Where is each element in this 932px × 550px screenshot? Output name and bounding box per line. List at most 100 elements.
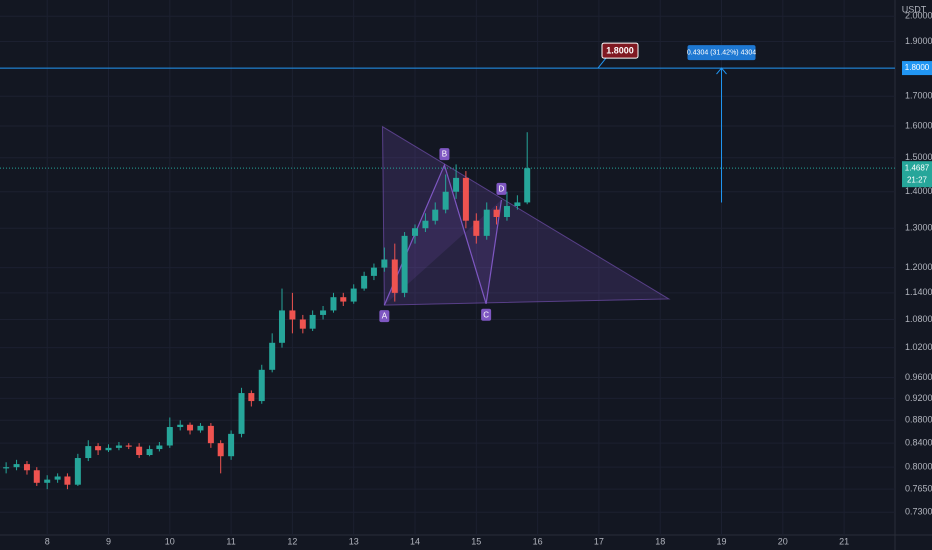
candle-body [503, 206, 510, 217]
candle-body [289, 310, 296, 320]
candle-body [524, 168, 531, 203]
candle-body [166, 427, 173, 446]
candle-body [44, 479, 51, 483]
candle-body [3, 467, 10, 469]
x-tick-label: 11 [226, 536, 235, 546]
candle-body [309, 314, 316, 329]
y-tick-label: 0.7300 [905, 507, 932, 517]
candle-body [136, 446, 143, 456]
candle-body [401, 235, 408, 293]
candle-body [238, 393, 245, 434]
current-price-box [902, 161, 932, 188]
y-tick-label: 1.9000 [905, 36, 932, 46]
price-label: 1.8000 [905, 63, 930, 72]
y-tick-label: 1.0200 [905, 342, 932, 352]
candle-body [85, 446, 92, 459]
countdown-label: 21:27 [907, 175, 928, 184]
candle-body [33, 470, 40, 483]
pattern-label-box [496, 182, 507, 195]
measure-label: 0.4304 (31.42%) 4304 [687, 49, 756, 56]
candle-body [258, 369, 265, 402]
candle-body [248, 393, 255, 402]
candle-body [462, 177, 469, 221]
candle-body [422, 220, 429, 229]
x-tick-label: 15 [471, 536, 481, 546]
candle-body [320, 310, 327, 315]
pattern-label: B [442, 150, 447, 159]
y-tick-label: 0.8000 [905, 462, 932, 472]
candle-body [514, 202, 521, 207]
candle-body [197, 425, 204, 431]
y-tick-label: 2.0000 [905, 11, 932, 21]
x-tick-label: 19 [717, 536, 727, 546]
candle-body [442, 191, 449, 210]
candle-body [54, 476, 61, 480]
y-tick-label: 0.8800 [905, 415, 932, 425]
candle-body [330, 297, 337, 311]
candle-body [74, 458, 81, 485]
candle-body [361, 275, 368, 289]
y-tick-label: 1.3000 [905, 223, 932, 233]
candle-body [269, 342, 276, 370]
candle-body [370, 267, 377, 276]
candle-body [125, 445, 132, 447]
x-tick-label: 14 [410, 536, 420, 546]
y-tick-label: 1.5000 [905, 152, 932, 162]
x-tick-label: 17 [594, 536, 604, 546]
x-tick-label: 8 [45, 536, 50, 546]
pattern-triangle [382, 125, 671, 306]
pattern-label-box [379, 310, 390, 323]
candle-body [453, 177, 460, 192]
pattern-label-box [481, 308, 492, 321]
callout-label: 1.8000 [606, 45, 634, 55]
measure-box [687, 45, 756, 61]
candle-body [207, 425, 214, 444]
candle-body [105, 447, 112, 451]
current-price-label: 1.4687 [905, 163, 930, 172]
candle-body [493, 209, 500, 217]
y-tick-label: 1.7000 [905, 91, 932, 101]
y-tick-label: 1.4000 [905, 186, 932, 196]
y-tick-label: 0.9200 [905, 393, 932, 403]
x-tick-label: 21 [839, 536, 849, 546]
candle-body [187, 424, 194, 431]
callout-box [601, 42, 639, 59]
candle-body [64, 476, 71, 485]
candle-body [156, 445, 163, 450]
y-tick-label: 1.0800 [905, 314, 932, 324]
pattern-label-box [439, 148, 450, 161]
candle-body [13, 464, 20, 468]
candle-body [473, 220, 480, 236]
x-tick-label: 9 [106, 536, 111, 546]
candles [3, 132, 531, 490]
candle-body [146, 449, 153, 456]
currency-label: USDT [902, 4, 927, 14]
x-tick-label: 10 [165, 536, 175, 546]
grid [0, 0, 895, 535]
candle-body [483, 209, 490, 236]
candle-body [391, 259, 398, 293]
candle-body [228, 433, 235, 457]
pattern-label: D [499, 185, 505, 194]
pattern-label: C [483, 310, 489, 319]
x-tick-label: 16 [533, 536, 543, 546]
y-tick-label: 1.6000 [905, 120, 932, 130]
candle-body [340, 297, 347, 302]
candle-body [412, 228, 419, 236]
x-tick-label: 12 [287, 536, 297, 546]
y-tick-label: 1.2000 [905, 262, 932, 272]
candle-body [381, 259, 388, 268]
candle-body [299, 319, 306, 329]
price-label-box [902, 61, 932, 76]
callout-pointer [597, 57, 607, 69]
y-tick-label: 0.7650 [905, 484, 932, 494]
x-tick-label: 20 [778, 536, 788, 546]
candle-body [23, 464, 30, 471]
y-tick-label: 0.8400 [905, 438, 932, 448]
y-tick-label: 0.9600 [905, 372, 932, 382]
x-tick-label: 13 [349, 536, 359, 546]
y-tick-label: 1.1400 [905, 287, 932, 297]
candle-body [350, 288, 357, 302]
